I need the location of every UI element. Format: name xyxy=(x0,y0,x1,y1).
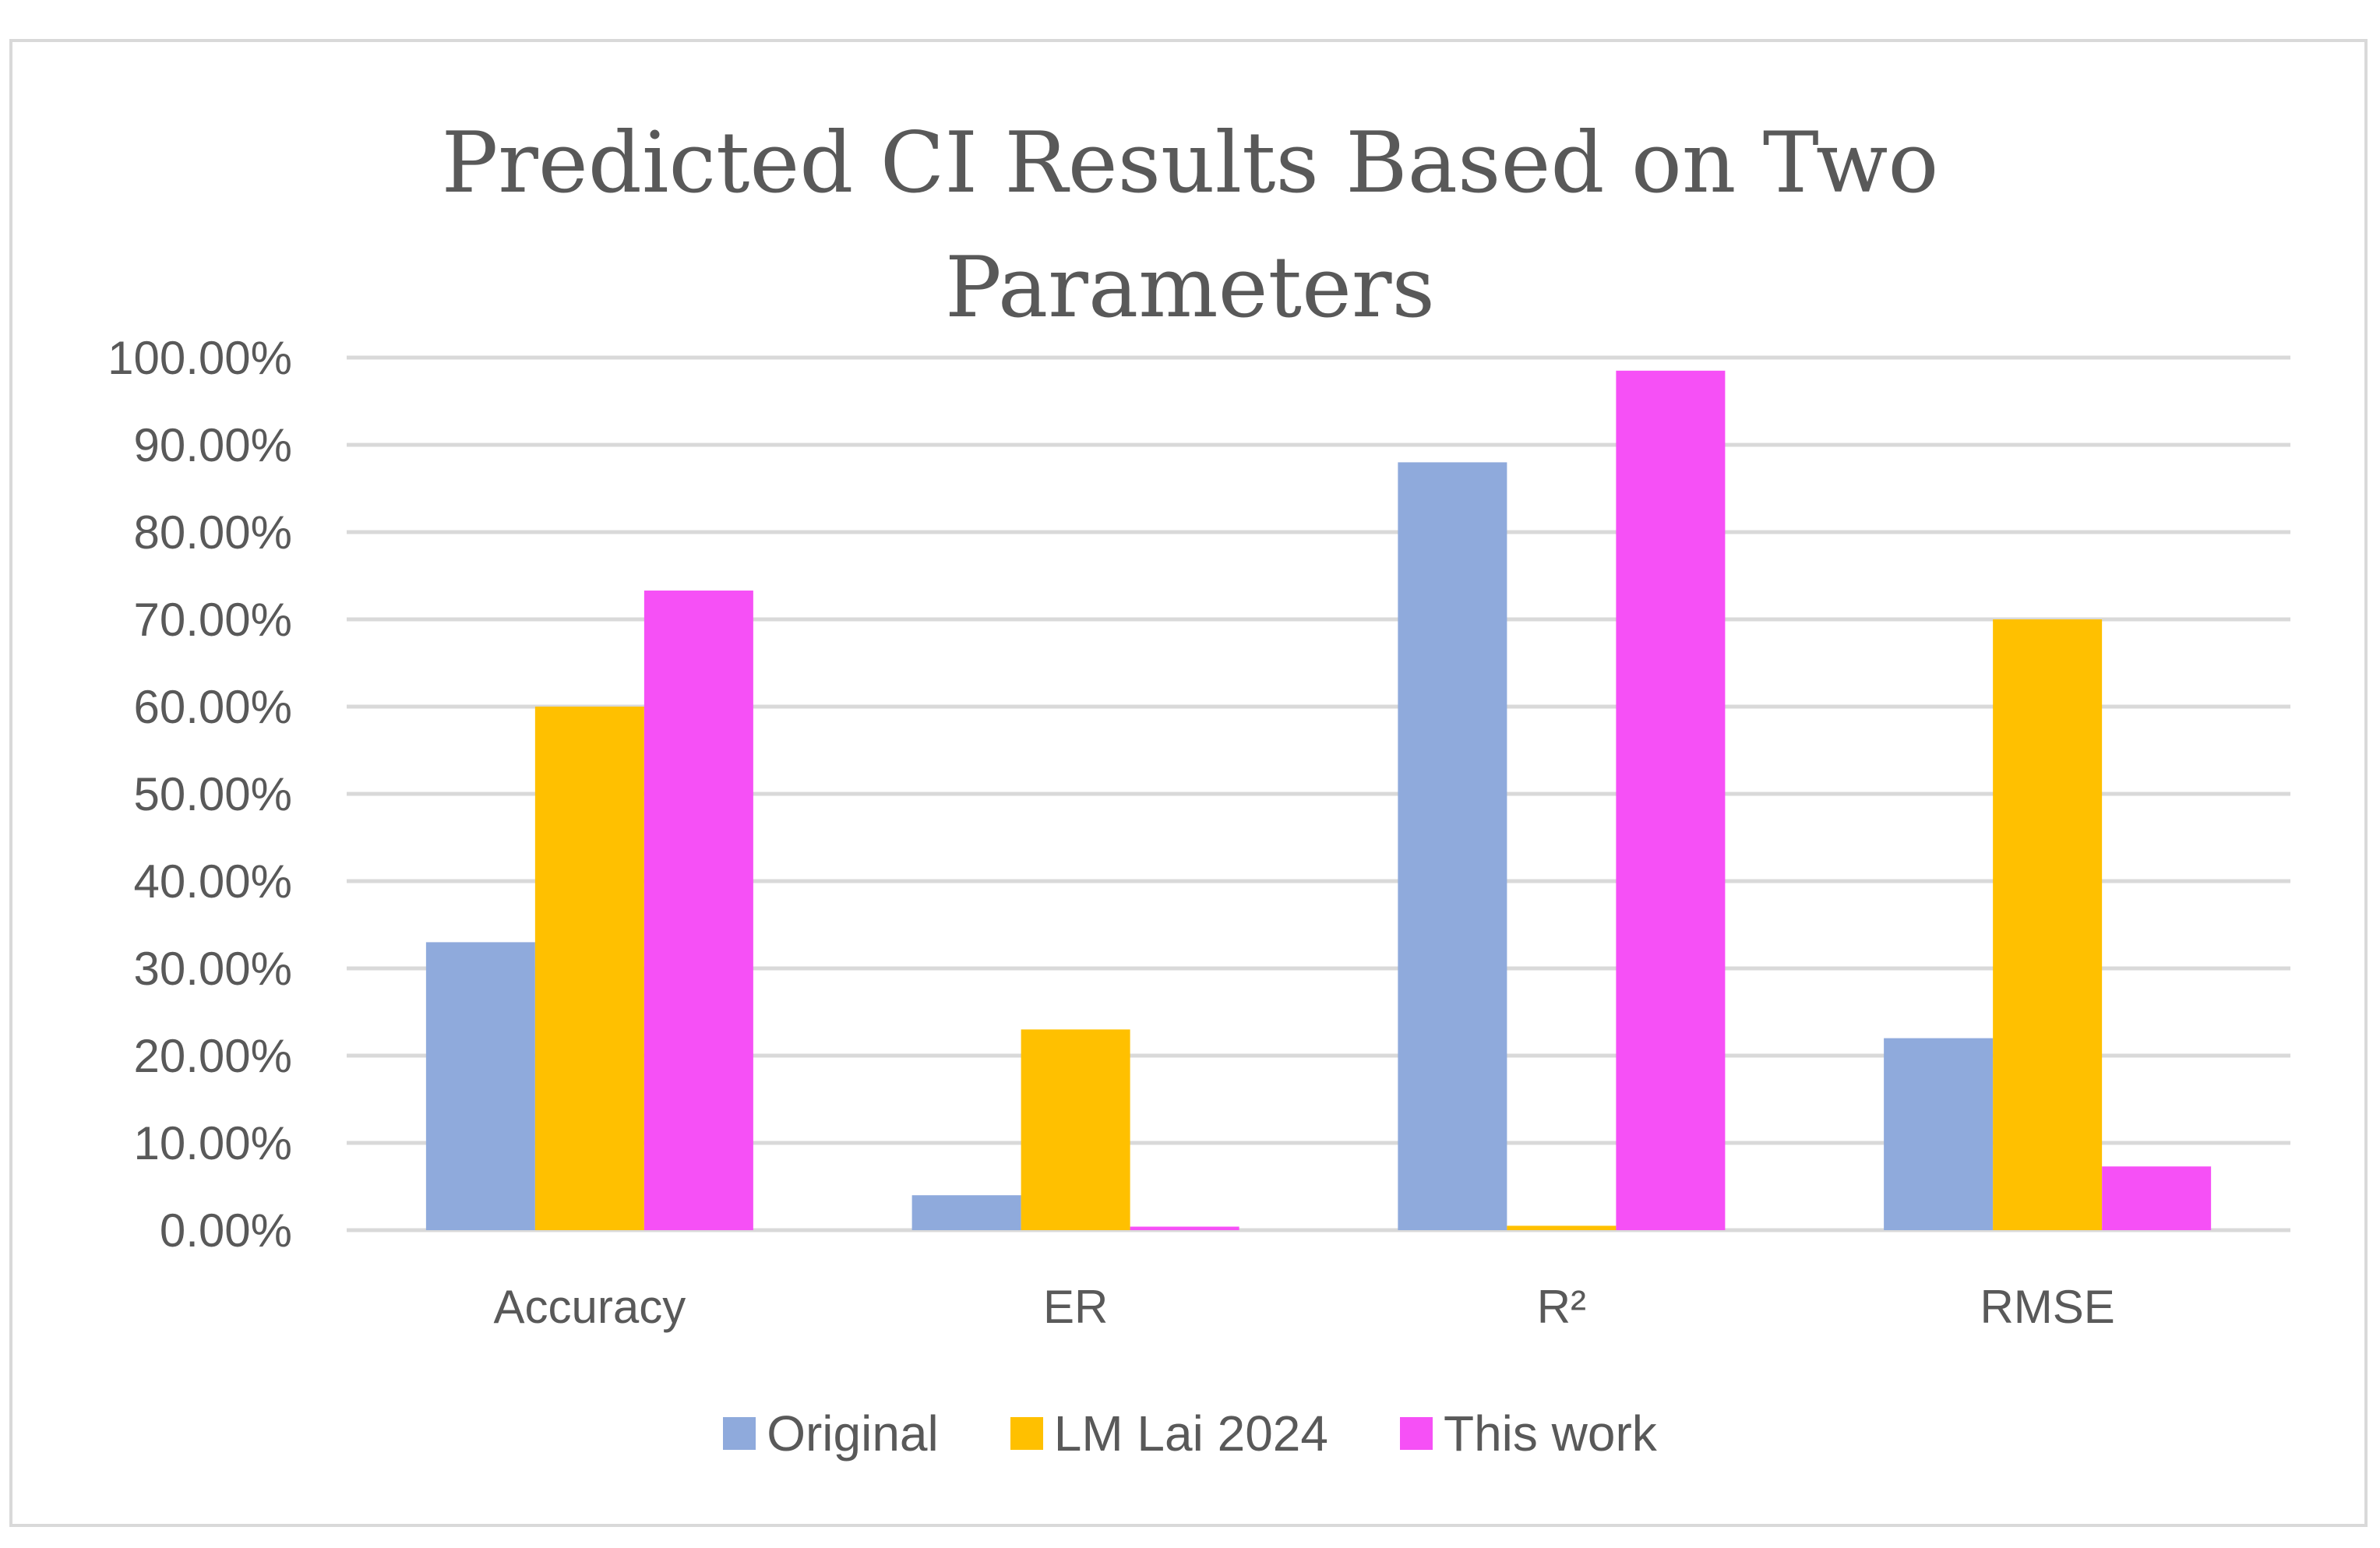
bar xyxy=(1130,1226,1239,1230)
bar xyxy=(1993,619,2103,1230)
x-tick-label: RMSE xyxy=(1980,1281,2114,1333)
x-axis-labels: Accuracy ER R² RMSE xyxy=(494,1281,2115,1333)
chart-title: Predicted CI Results Based on Two Parame… xyxy=(441,115,1939,337)
bar xyxy=(1021,1029,1130,1230)
y-tick-label: 100.00% xyxy=(108,332,292,384)
legend-swatch xyxy=(723,1417,756,1450)
chart-frame xyxy=(9,39,2368,1527)
y-axis-labels: 0.00% 10.00% 20.00% 30.00% 40.00% 50.00% 60.00… xyxy=(108,332,292,1257)
bar xyxy=(1884,1038,1994,1230)
bar xyxy=(643,591,753,1230)
bar xyxy=(1507,1225,1617,1230)
bars xyxy=(425,370,2212,1230)
x-tick-label: R² xyxy=(1537,1281,1586,1333)
bar xyxy=(1398,462,1507,1230)
y-tick-label: 80.00% xyxy=(134,506,293,559)
y-tick-label: 20.00% xyxy=(134,1030,293,1082)
y-tick-label: 70.00% xyxy=(134,594,293,646)
legend-label: This work xyxy=(1443,1405,1657,1462)
y-tick-label: 0.00% xyxy=(160,1204,292,1257)
bar xyxy=(2102,1166,2212,1230)
legend-swatch xyxy=(1399,1417,1433,1450)
legend-label: LM Lai 2024 xyxy=(1053,1405,1328,1462)
y-tick-label: 40.00% xyxy=(134,855,293,908)
y-tick-label: 30.00% xyxy=(134,943,293,995)
y-tick-label: 90.00% xyxy=(134,419,293,471)
bar xyxy=(1616,370,1726,1230)
y-tick-label: 10.00% xyxy=(134,1117,293,1169)
legend-swatch xyxy=(1010,1417,1043,1450)
legend: Original LM Lai 2024 This work xyxy=(0,1402,2380,1465)
legend-item: Original xyxy=(723,1402,939,1465)
bar xyxy=(425,942,535,1230)
y-tick-label: 60.00% xyxy=(134,681,293,733)
x-tick-label: Accuracy xyxy=(494,1281,686,1333)
legend-label: Original xyxy=(767,1405,939,1462)
legend-item: This work xyxy=(1399,1402,1657,1465)
legend-item: LM Lai 2024 xyxy=(1010,1402,1328,1465)
bar xyxy=(534,707,644,1230)
y-tick-label: 50.00% xyxy=(134,768,293,820)
x-tick-label: ER xyxy=(1043,1281,1108,1333)
bar xyxy=(911,1195,1021,1230)
